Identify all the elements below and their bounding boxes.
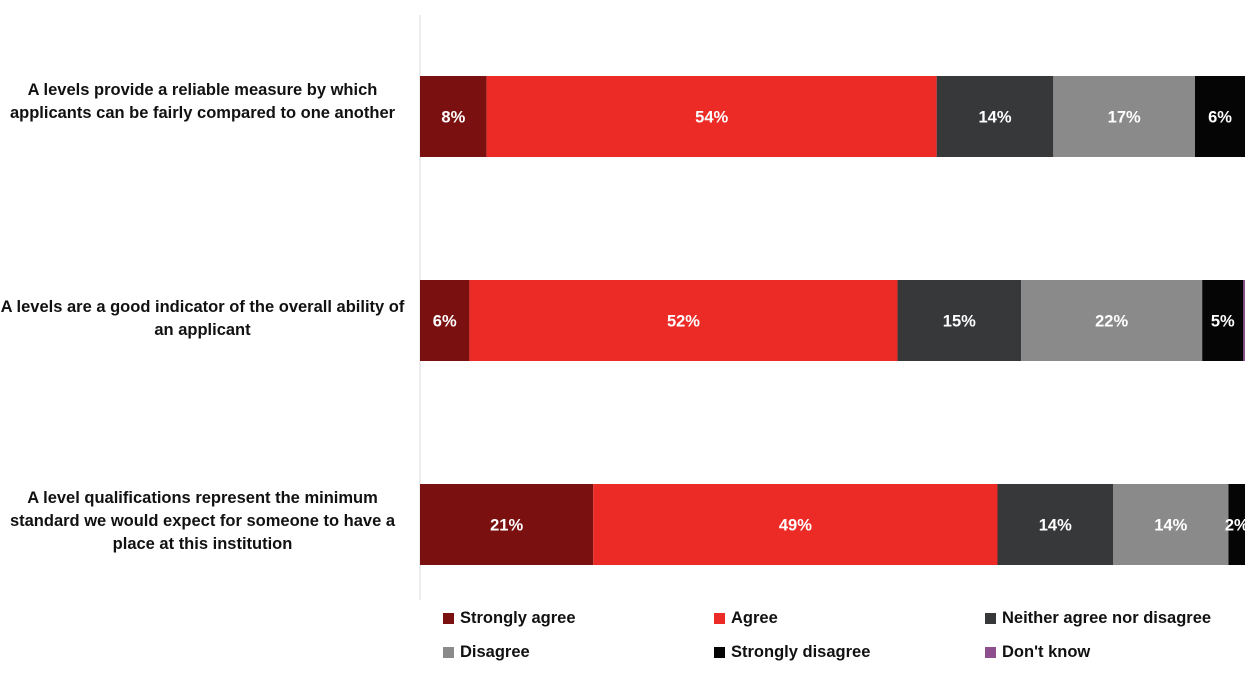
category-label: A level qualifications represent the min… (9, 489, 396, 553)
data-label: 22% (1095, 313, 1128, 331)
bar-segment (897, 280, 1022, 361)
data-label: 49% (779, 517, 812, 535)
data-label: 2% (1225, 517, 1245, 535)
legend-item: Disagree (443, 643, 530, 662)
legend-swatch (714, 613, 725, 624)
data-label: 6% (1208, 109, 1232, 127)
data-label: 5% (1211, 313, 1235, 331)
data-label: 14% (978, 109, 1011, 127)
bar-segment (420, 76, 487, 157)
legend-item: Neither agree nor disagree (985, 609, 1211, 628)
bar-segment (936, 76, 1054, 157)
bar-segment (486, 76, 937, 157)
bar-segment (997, 484, 1113, 565)
bar-segment (1202, 280, 1244, 361)
bar-segment (420, 484, 594, 565)
data-label: 52% (667, 313, 700, 331)
legend-swatch (985, 647, 996, 658)
data-label: 14% (1154, 517, 1187, 535)
data-label: 15% (943, 313, 976, 331)
legend-label: Neither agree nor disagree (1002, 609, 1212, 627)
bar-segment (1195, 76, 1245, 157)
data-label: 14% (1039, 517, 1072, 535)
legend-item: Strongly agree (443, 609, 576, 628)
legend-label: Agree (731, 609, 778, 627)
category-label: A levels are a good indicator of the ove… (0, 298, 405, 339)
bar-segment (1053, 76, 1195, 157)
legend-label: Strongly agree (460, 609, 576, 627)
legend-swatch (985, 613, 996, 624)
bar-segment (469, 280, 898, 361)
bar-segment (420, 280, 470, 361)
data-label: 6% (433, 313, 457, 331)
data-label: 17% (1108, 109, 1141, 127)
bar-segment (1243, 280, 1245, 361)
bar-segment (1113, 484, 1229, 565)
bar-segment (1021, 280, 1203, 361)
data-label: 8% (441, 109, 465, 127)
legend-item: Agree (714, 609, 778, 628)
legend-item: Don't know (985, 643, 1090, 662)
data-label: 54% (695, 109, 728, 127)
legend-swatch (714, 647, 725, 658)
legend-item: Strongly disagree (714, 643, 870, 662)
legend-swatch (443, 613, 454, 624)
category-label: A levels provide a reliable measure by w… (9, 81, 396, 122)
legend-label: Strongly disagree (731, 643, 871, 661)
legend-label: Disagree (460, 643, 530, 661)
data-label: 21% (490, 517, 523, 535)
bar-segment (593, 484, 998, 565)
legend-swatch (443, 647, 454, 658)
bar-segment (1228, 484, 1245, 565)
legend-label: Don't know (1002, 643, 1091, 661)
